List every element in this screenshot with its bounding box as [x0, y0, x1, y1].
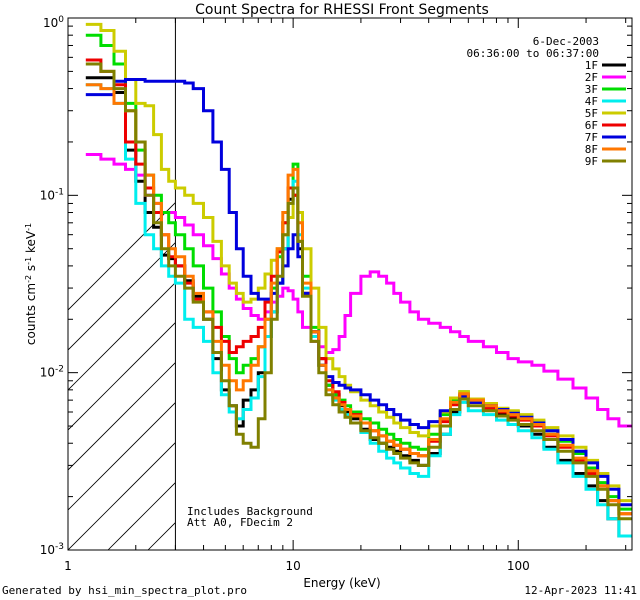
hatched-region [68, 202, 176, 550]
x-axis-label: Energy (keV) [303, 576, 380, 590]
background-note: Includes Background [187, 505, 313, 518]
legend-label-3F: 3F [585, 83, 598, 96]
legend-label-7F: 7F [585, 131, 598, 144]
legend-label-2F: 2F [585, 71, 598, 84]
timestamp-footer: 12-Apr-2023 11:41 [524, 584, 637, 597]
x-tick-label: 100 [507, 559, 530, 573]
legend-label-8F: 8F [585, 143, 598, 156]
attenuator-note: Att A0, FDecim 2 [187, 516, 293, 529]
x-tick-label: 10 [285, 559, 300, 573]
generated-by-footer: Generated by hsi_min_spectra_plot.pro [2, 584, 247, 597]
date-annotation: 6-Dec-2003 [533, 35, 599, 48]
legend-label-4F: 4F [585, 95, 598, 108]
legend-label-5F: 5F [585, 107, 598, 120]
series-layer [85, 22, 632, 538]
chart-title: Count Spectra for RHESSI Front Segments [195, 2, 489, 18]
y-tick-label: 10-3 [40, 542, 64, 557]
y-tick-label: 10-2 [40, 365, 64, 380]
plot-frame [67, 17, 633, 551]
y-tick-label: 100 [43, 15, 64, 30]
axis-ticks: 1 10 100 10-3 10-2 10-1 100 [40, 15, 632, 573]
y-tick-label: 10-1 [40, 187, 64, 202]
x-tick-label: 1 [64, 559, 72, 573]
y-axis-label: counts cm-2 s-1 keV-1 [24, 223, 39, 345]
legend-label-6F: 6F [585, 119, 598, 132]
hatch-lines [68, 202, 176, 550]
legend-label-9F: 9F [585, 155, 598, 168]
time-range-annotation: 06:36:00 to 06:37:00 [467, 47, 599, 60]
series-line-9F [85, 62, 632, 521]
legend-label-1F: 1F [585, 59, 598, 72]
